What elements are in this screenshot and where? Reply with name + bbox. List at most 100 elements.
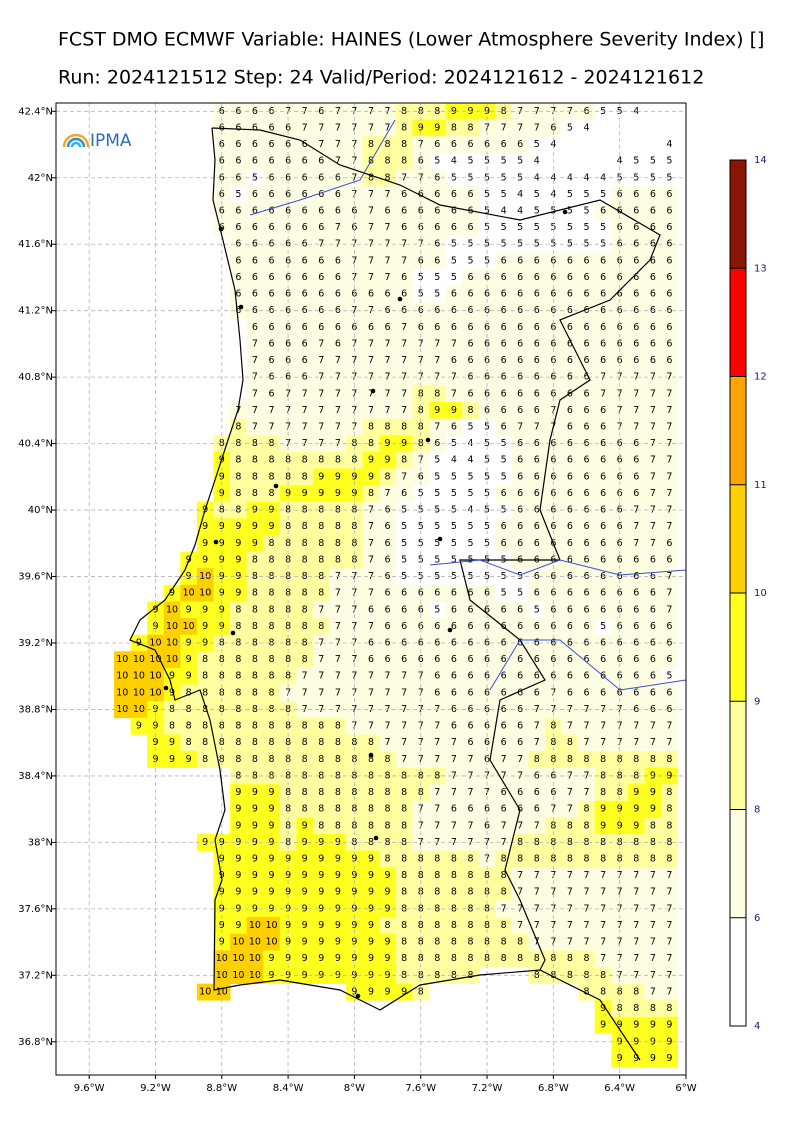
cell — [429, 335, 447, 353]
cell — [445, 385, 463, 403]
cell-value: 6 — [484, 621, 490, 632]
cell — [230, 684, 248, 702]
cell — [462, 618, 480, 636]
cell — [644, 186, 662, 204]
cell — [296, 850, 314, 868]
cell — [495, 800, 513, 818]
cell-value: 5 — [501, 189, 507, 200]
cell-value: 7 — [368, 687, 374, 698]
colorbar-label: 4 — [754, 1021, 760, 1032]
cell-value: 6 — [252, 289, 258, 300]
cell-value: 7 — [418, 139, 424, 150]
cell-value: 8 — [285, 621, 291, 632]
cell-value: 9 — [202, 521, 208, 532]
cell — [528, 634, 546, 652]
x-tick-label: 8.4°W — [273, 1083, 304, 1094]
cell — [329, 352, 347, 370]
cell-value: 6 — [534, 804, 540, 815]
cell — [445, 103, 463, 121]
cell-value: 6 — [451, 704, 457, 715]
cell-value: 7 — [401, 338, 407, 349]
cell-value: 9 — [219, 621, 225, 632]
cell — [180, 634, 198, 652]
y-tick-label: 40.4°N — [18, 439, 53, 450]
cell-value: 6 — [318, 305, 324, 316]
cell — [329, 119, 347, 137]
cell — [661, 335, 679, 353]
cell-value: 7 — [534, 937, 540, 948]
cell-value: 6 — [418, 222, 424, 233]
cell-value: 9 — [152, 754, 158, 765]
cell-value: 6 — [235, 272, 241, 283]
coastline — [129, 127, 641, 1061]
cell — [511, 136, 529, 154]
cell-value: 6 — [600, 588, 606, 599]
cell — [661, 751, 679, 769]
cell — [462, 667, 480, 685]
cell — [163, 584, 181, 602]
cell-value: 6 — [467, 189, 473, 200]
cell — [296, 418, 314, 436]
cell-value: 8 — [385, 804, 391, 815]
cell-value: 9 — [650, 1053, 656, 1064]
cell-value: 6 — [302, 289, 308, 300]
cell — [578, 518, 596, 536]
cell-value: 9 — [385, 937, 391, 948]
cell-value: 8 — [401, 770, 407, 781]
cell — [329, 335, 347, 353]
cell-value: 9 — [235, 538, 241, 549]
cell-value: 6 — [666, 206, 672, 217]
cell — [561, 485, 579, 503]
cell — [478, 933, 496, 951]
cell — [611, 535, 629, 553]
cell-value: 6 — [252, 139, 258, 150]
cell — [429, 684, 447, 702]
cell — [627, 269, 645, 287]
cell-value: 6 — [567, 289, 573, 300]
cell — [395, 751, 413, 769]
cell-value: 6 — [534, 255, 540, 266]
cell — [412, 751, 430, 769]
cell-value: 6 — [633, 289, 639, 300]
cell-value: 7 — [302, 422, 308, 433]
cell — [379, 917, 397, 935]
cell-value: 6 — [269, 139, 275, 150]
cell-value: 7 — [401, 704, 407, 715]
cell-value: 6 — [517, 654, 523, 665]
cell-value: 8 — [269, 737, 275, 748]
cell-value: 6 — [269, 372, 275, 383]
cell-value: 9 — [385, 986, 391, 997]
cell-value: 6 — [584, 488, 590, 499]
cell-value: 6 — [567, 488, 573, 499]
cell-value: 9 — [368, 870, 374, 881]
cell-value: 6 — [401, 621, 407, 632]
cell-value: 7 — [318, 704, 324, 715]
cell-value: 9 — [434, 405, 440, 416]
cell — [379, 152, 397, 170]
cell — [246, 518, 264, 536]
cell — [644, 817, 662, 835]
cell-value: 8 — [368, 488, 374, 499]
cell-value: 5 — [451, 554, 457, 565]
cell-value: 8 — [617, 986, 623, 997]
cell-value: 6 — [501, 671, 507, 682]
cell-value: 6 — [434, 255, 440, 266]
cell-value: 7 — [385, 255, 391, 266]
cell-value: 7 — [451, 388, 457, 399]
cell — [661, 734, 679, 752]
cell-value: 6 — [451, 189, 457, 200]
cell-value: 7 — [650, 405, 656, 416]
y-tick-label: 41.6°N — [18, 239, 53, 250]
cell-value: 7 — [385, 272, 391, 283]
cell-value: 6 — [401, 604, 407, 615]
cell-value: 7 — [401, 721, 407, 732]
cell-value: 6 — [666, 355, 672, 366]
cell — [279, 751, 297, 769]
cell-value: 5 — [235, 189, 241, 200]
cell — [578, 817, 596, 835]
cell-value: 8 — [385, 139, 391, 150]
cell-value: 6 — [385, 322, 391, 333]
cell — [395, 850, 413, 868]
cell-value: 6 — [534, 654, 540, 665]
